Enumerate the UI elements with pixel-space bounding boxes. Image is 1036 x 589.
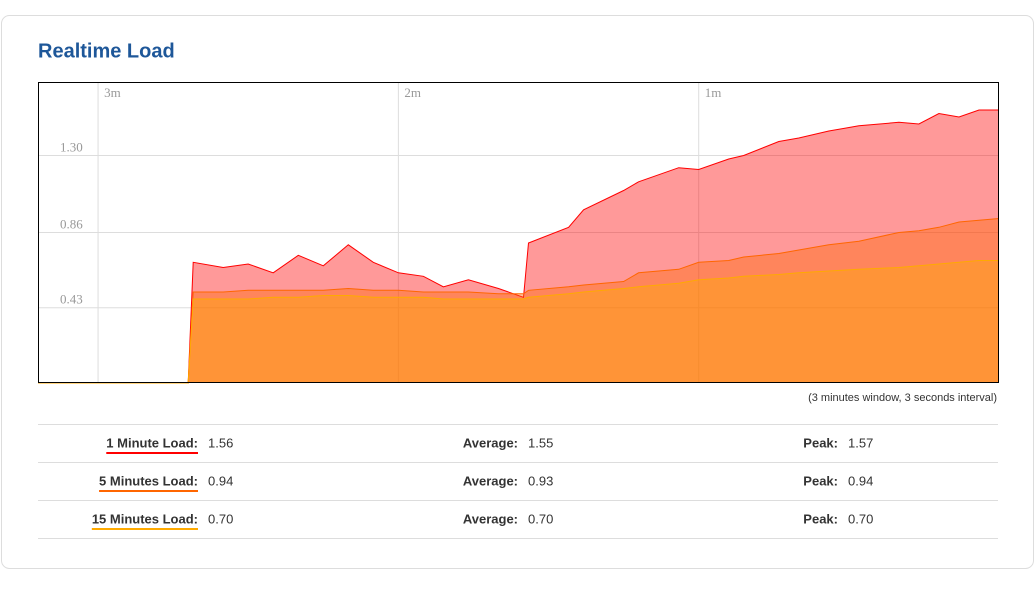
panel-title: Realtime Load — [38, 40, 175, 62]
series-line — [38, 218, 1000, 384]
area-fill — [38, 218, 999, 383]
average-label: Average: — [463, 473, 518, 488]
x-tick-label: 3m — [104, 85, 121, 100]
average-value: 1.55 — [528, 435, 553, 450]
current-value: 0.94 — [208, 473, 233, 488]
peak-value: 1.57 — [848, 435, 873, 450]
peak-label: Peak: — [803, 435, 838, 450]
average-value: 0.70 — [528, 511, 553, 526]
current-value: 0.70 — [208, 511, 233, 526]
series-line — [38, 260, 999, 384]
y-tick-label: 0.43 — [60, 292, 83, 307]
area-fill — [38, 260, 999, 383]
y-tick-label: 1.30 — [60, 139, 83, 154]
average-label: Average: — [463, 511, 518, 526]
peak-label: Peak: — [803, 511, 838, 526]
plot-frame — [38, 82, 999, 383]
peak-value: 0.94 — [848, 473, 873, 488]
y-tick-label: 0.86 — [60, 216, 83, 231]
legend-label: 5 Minutes Load: — [99, 473, 198, 488]
average-value: 0.93 — [528, 473, 553, 488]
current-value: 1.56 — [208, 435, 233, 450]
series-line — [38, 109, 999, 384]
peak-value: 0.70 — [848, 511, 873, 526]
legend-label: 1 Minute Load: — [106, 435, 198, 450]
x-tick-label: 1m — [705, 85, 722, 100]
average-label: Average: — [463, 435, 518, 450]
x-tick-label: 2m — [404, 85, 421, 100]
peak-label: Peak: — [803, 473, 838, 488]
legend-label: 15 Minutes Load: — [92, 511, 198, 526]
area-fill — [38, 110, 999, 383]
graph-note: (3 minutes window, 3 seconds interval) — [808, 392, 997, 404]
